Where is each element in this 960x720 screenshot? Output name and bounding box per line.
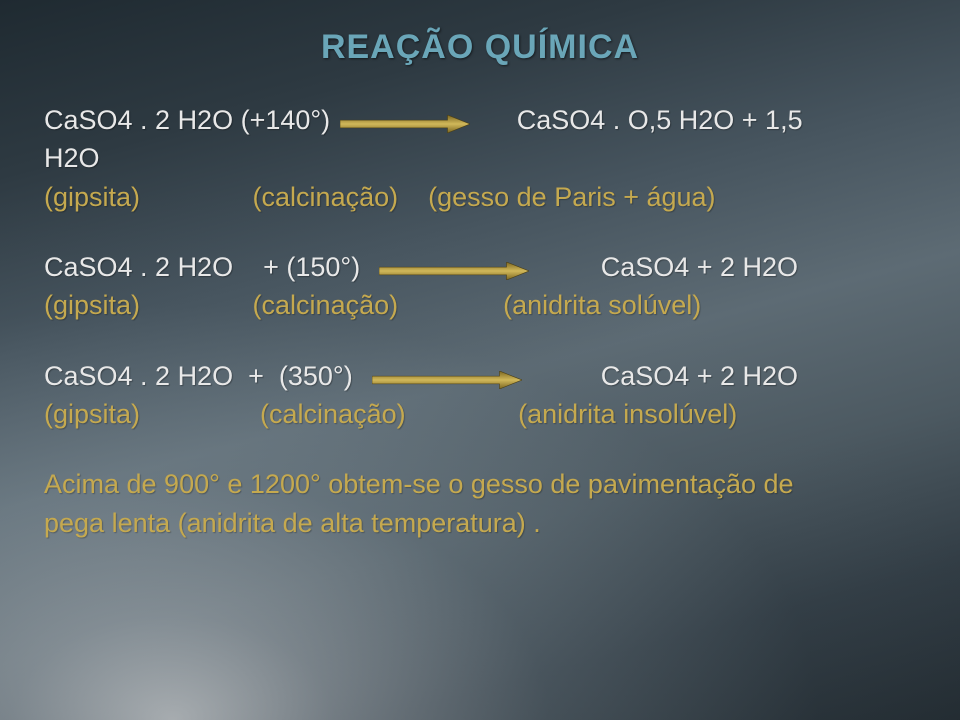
slide-title: REAÇÃO QUÍMICA (44, 28, 916, 67)
reaction-equation: CaSO4 . 2 H2O + (350°) CaSO4 + 2 H2O (44, 357, 916, 395)
reaction-label-left: (gipsita) (calcinação) (44, 182, 428, 212)
arrow-icon (340, 115, 470, 133)
reaction-product: CaSO4 + 2 H2O (526, 361, 798, 391)
reaction-product: CaSO4 . O,5 H2O + 1,5 (472, 105, 803, 135)
spacer (44, 325, 916, 357)
spacer (44, 216, 916, 248)
reaction-label-left: (gipsita) (calcinação) (44, 399, 518, 429)
reaction-reactant: CaSO4 . 2 H2O + (150°) (44, 252, 375, 282)
arrow-icon (372, 371, 522, 389)
reaction-reactant: CaSO4 . 2 H2O (+140°) (44, 105, 338, 135)
reaction-labels: (gipsita) (calcinação) (gesso de Paris +… (44, 178, 916, 216)
arrow-icon (379, 262, 529, 280)
footer-line-1: Acima de 900° e 1200° obtem-se o gesso d… (44, 469, 794, 499)
reaction-label-left: (gipsita) (calcinação) (44, 290, 503, 320)
reaction-label-right: (anidrita insolúvel) (518, 399, 737, 429)
reaction-product: CaSO4 + 2 H2O (533, 252, 798, 282)
footer-text: Acima de 900° e 1200° obtem-se o gesso d… (44, 465, 916, 542)
slide: REAÇÃO QUÍMICA CaSO4 . 2 H2O (+140°) CaS… (0, 0, 960, 720)
reaction-label-right: (gesso de Paris + água) (428, 182, 715, 212)
reactions-block: CaSO4 . 2 H2O (+140°) CaSO4 . O,5 H2O + … (44, 101, 916, 433)
reaction-label-right: (anidrita solúvel) (503, 290, 701, 320)
reaction-labels: (gipsita) (calcinação) (anidrita solúvel… (44, 286, 916, 324)
reaction-overflow: H2O (44, 139, 916, 177)
reaction-labels: (gipsita) (calcinação) (anidrita insolúv… (44, 395, 916, 433)
reaction-reactant: CaSO4 . 2 H2O + (350°) (44, 361, 368, 391)
reaction-equation: CaSO4 . 2 H2O + (150°) CaSO4 + 2 H2O (44, 248, 916, 286)
reaction-equation: CaSO4 . 2 H2O (+140°) CaSO4 . O,5 H2O + … (44, 101, 916, 139)
footer-line-2: pega lenta (anidrita de alta temperatura… (44, 508, 541, 538)
